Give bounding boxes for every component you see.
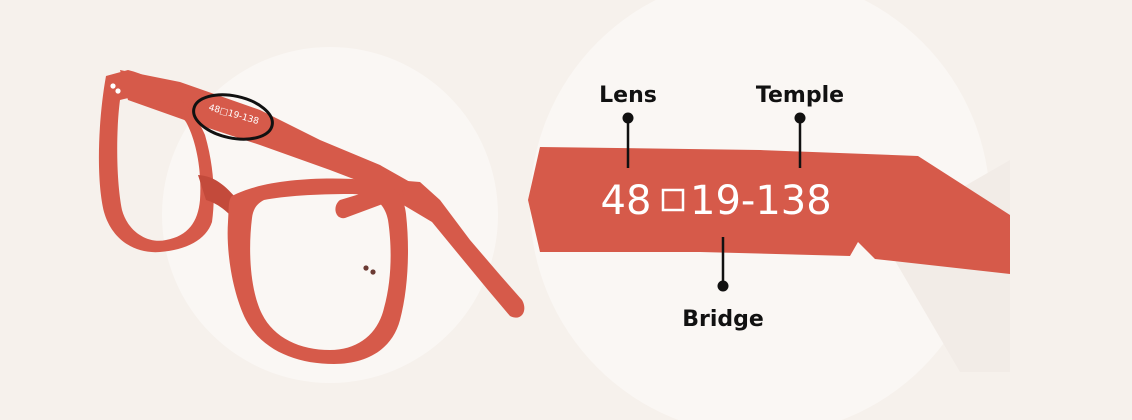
- lens-label: Lens: [599, 83, 657, 108]
- hinge-dot: [363, 265, 369, 271]
- glasses-illustration: 48□19-138: [98, 70, 525, 364]
- bridge-pointer-dot: [717, 280, 729, 292]
- hinge-dot: [370, 269, 376, 275]
- size-code-bridge-temple: 19-138: [690, 178, 832, 224]
- right-lens-rim: [227, 178, 408, 364]
- hinge-dot: [110, 83, 116, 89]
- size-code-lens: 48: [601, 178, 652, 224]
- temple-label: Temple: [756, 83, 844, 108]
- size-code-temple: 138: [755, 178, 831, 224]
- zoomed-temple: 48 19-138 Lens Temple Bridge: [528, 83, 1010, 332]
- square-icon: [661, 188, 685, 212]
- bridge-label: Bridge: [682, 307, 764, 332]
- size-code-bridge: 19: [690, 178, 741, 224]
- far-temple-arm: [395, 180, 525, 318]
- zoomed-temple-arm: [528, 147, 1010, 274]
- size-code-separator: -: [741, 178, 755, 224]
- left-lens-rim: [98, 70, 214, 253]
- hinge-dot: [115, 88, 121, 94]
- highlight-ellipse: [192, 93, 274, 141]
